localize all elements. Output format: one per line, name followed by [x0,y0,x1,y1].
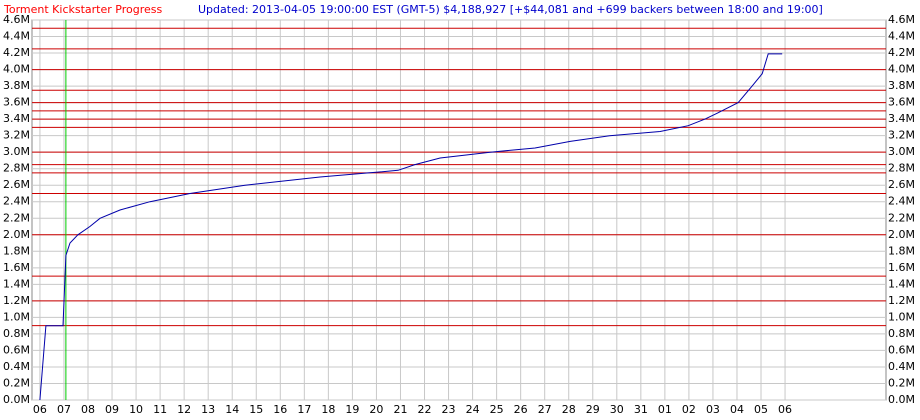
y-tick-label-right: 0.4M [888,360,915,373]
y-tick-label-right: 0.6M [888,343,915,356]
y-tick-label-right: 2.6M [888,178,915,191]
x-tick-label: 13 [201,403,215,416]
y-tick-label-right: 3.8M [888,79,915,92]
y-tick-label-right: 1.0M [888,310,915,323]
y-tick-label: 1.8M [3,244,30,257]
x-tick-label: 12 [177,403,191,416]
y-tick-label: 3.0M [3,145,30,158]
x-tick-label: 03 [706,403,720,416]
x-tick-label: 06 [778,403,792,416]
y-tick-label: 4.6M [3,13,30,26]
y-tick-label: 1.0M [3,310,30,323]
y-tick-label-right: 2.4M [888,195,915,208]
x-tick-label: 08 [81,403,95,416]
x-tick-label: 02 [682,403,696,416]
y-tick-label-right: 4.0M [888,63,915,76]
y-tick-label-right: 0.8M [888,327,915,340]
y-tick-label-right: 2.8M [888,162,915,175]
y-tick-label: 3.8M [3,79,30,92]
x-tick-label: 16 [273,403,287,416]
x-tick-label: 09 [105,403,119,416]
x-tick-label: 22 [418,403,432,416]
y-tick-label: 2.8M [3,162,30,175]
x-tick-label: 31 [634,403,648,416]
y-tick-label-right: 3.4M [888,112,915,125]
y-tick-label: 1.2M [3,294,30,307]
y-tick-label-right: 2.2M [888,211,915,224]
x-tick-label: 07 [57,403,71,416]
y-tick-label: 4.4M [3,30,30,43]
x-tick-label: 23 [442,403,456,416]
x-tick-label: 17 [297,403,311,416]
chart-title: Torment Kickstarter Progress [3,3,162,16]
x-tick-label: 11 [153,403,167,416]
y-tick-label: 0.6M [3,343,30,356]
y-tick-label: 0.8M [3,327,30,340]
x-tick-label: 26 [514,403,528,416]
y-tick-label: 3.2M [3,129,30,142]
x-tick-label: 15 [249,403,263,416]
y-tick-label-right: 3.2M [888,129,915,142]
y-tick-label: 3.6M [3,96,30,109]
plot-area [31,19,887,401]
y-tick-label-right: 4.4M [888,30,915,43]
x-tick-label: 28 [562,403,576,416]
y-tick-label: 4.0M [3,63,30,76]
x-tick-label: 19 [345,403,359,416]
y-tick-label-right: 1.6M [888,261,915,274]
y-tick-label: 0.4M [3,360,30,373]
x-tick-label: 30 [610,403,624,416]
chart-subtitle: Updated: 2013-04-05 19:00:00 EST (GMT-5)… [198,3,823,16]
x-tick-label: 27 [538,403,552,416]
x-tick-label: 20 [369,403,383,416]
line [39,53,783,401]
x-tick-label: 10 [129,403,143,416]
y-tick-label-right: 4.6M [888,13,915,26]
y-tick-label: 0.2M [3,376,30,389]
y-tick-label: 2.2M [3,211,30,224]
y-tick-label-right: 1.4M [888,277,915,290]
x-tick-label: 14 [225,403,239,416]
y-tick-label-right: 1.8M [888,244,915,257]
x-tick-label: 21 [393,403,407,416]
y-tick-label-right: 0.2M [888,376,915,389]
y-tick-label-right: 0.0M [888,393,915,406]
y-tick-label: 0.0M [3,393,30,406]
y-tick-label: 2.6M [3,178,30,191]
y-tick-label-right: 2.0M [888,228,915,241]
y-tick-label-right: 3.0M [888,145,915,158]
y-tick-label: 3.4M [3,112,30,125]
x-tick-label: 05 [754,403,768,416]
y-tick-label: 4.2M [3,46,30,59]
x-tick-label: 01 [658,403,672,416]
x-tick-label: 25 [490,403,504,416]
x-tick-label: 29 [586,403,600,416]
y-tick-label-right: 4.2M [888,46,915,59]
y-tick-label: 1.4M [3,277,30,290]
y-tick-label-right: 3.6M [888,96,915,109]
x-tick-label: 18 [321,403,335,416]
x-tick-label: 24 [466,403,480,416]
y-tick-label: 2.0M [3,228,30,241]
x-tick-label: 04 [730,403,744,416]
x-tick-label: 06 [33,403,47,416]
y-tick-label-right: 1.2M [888,294,915,307]
y-tick-label: 2.4M [3,195,30,208]
y-tick-label: 1.6M [3,261,30,274]
